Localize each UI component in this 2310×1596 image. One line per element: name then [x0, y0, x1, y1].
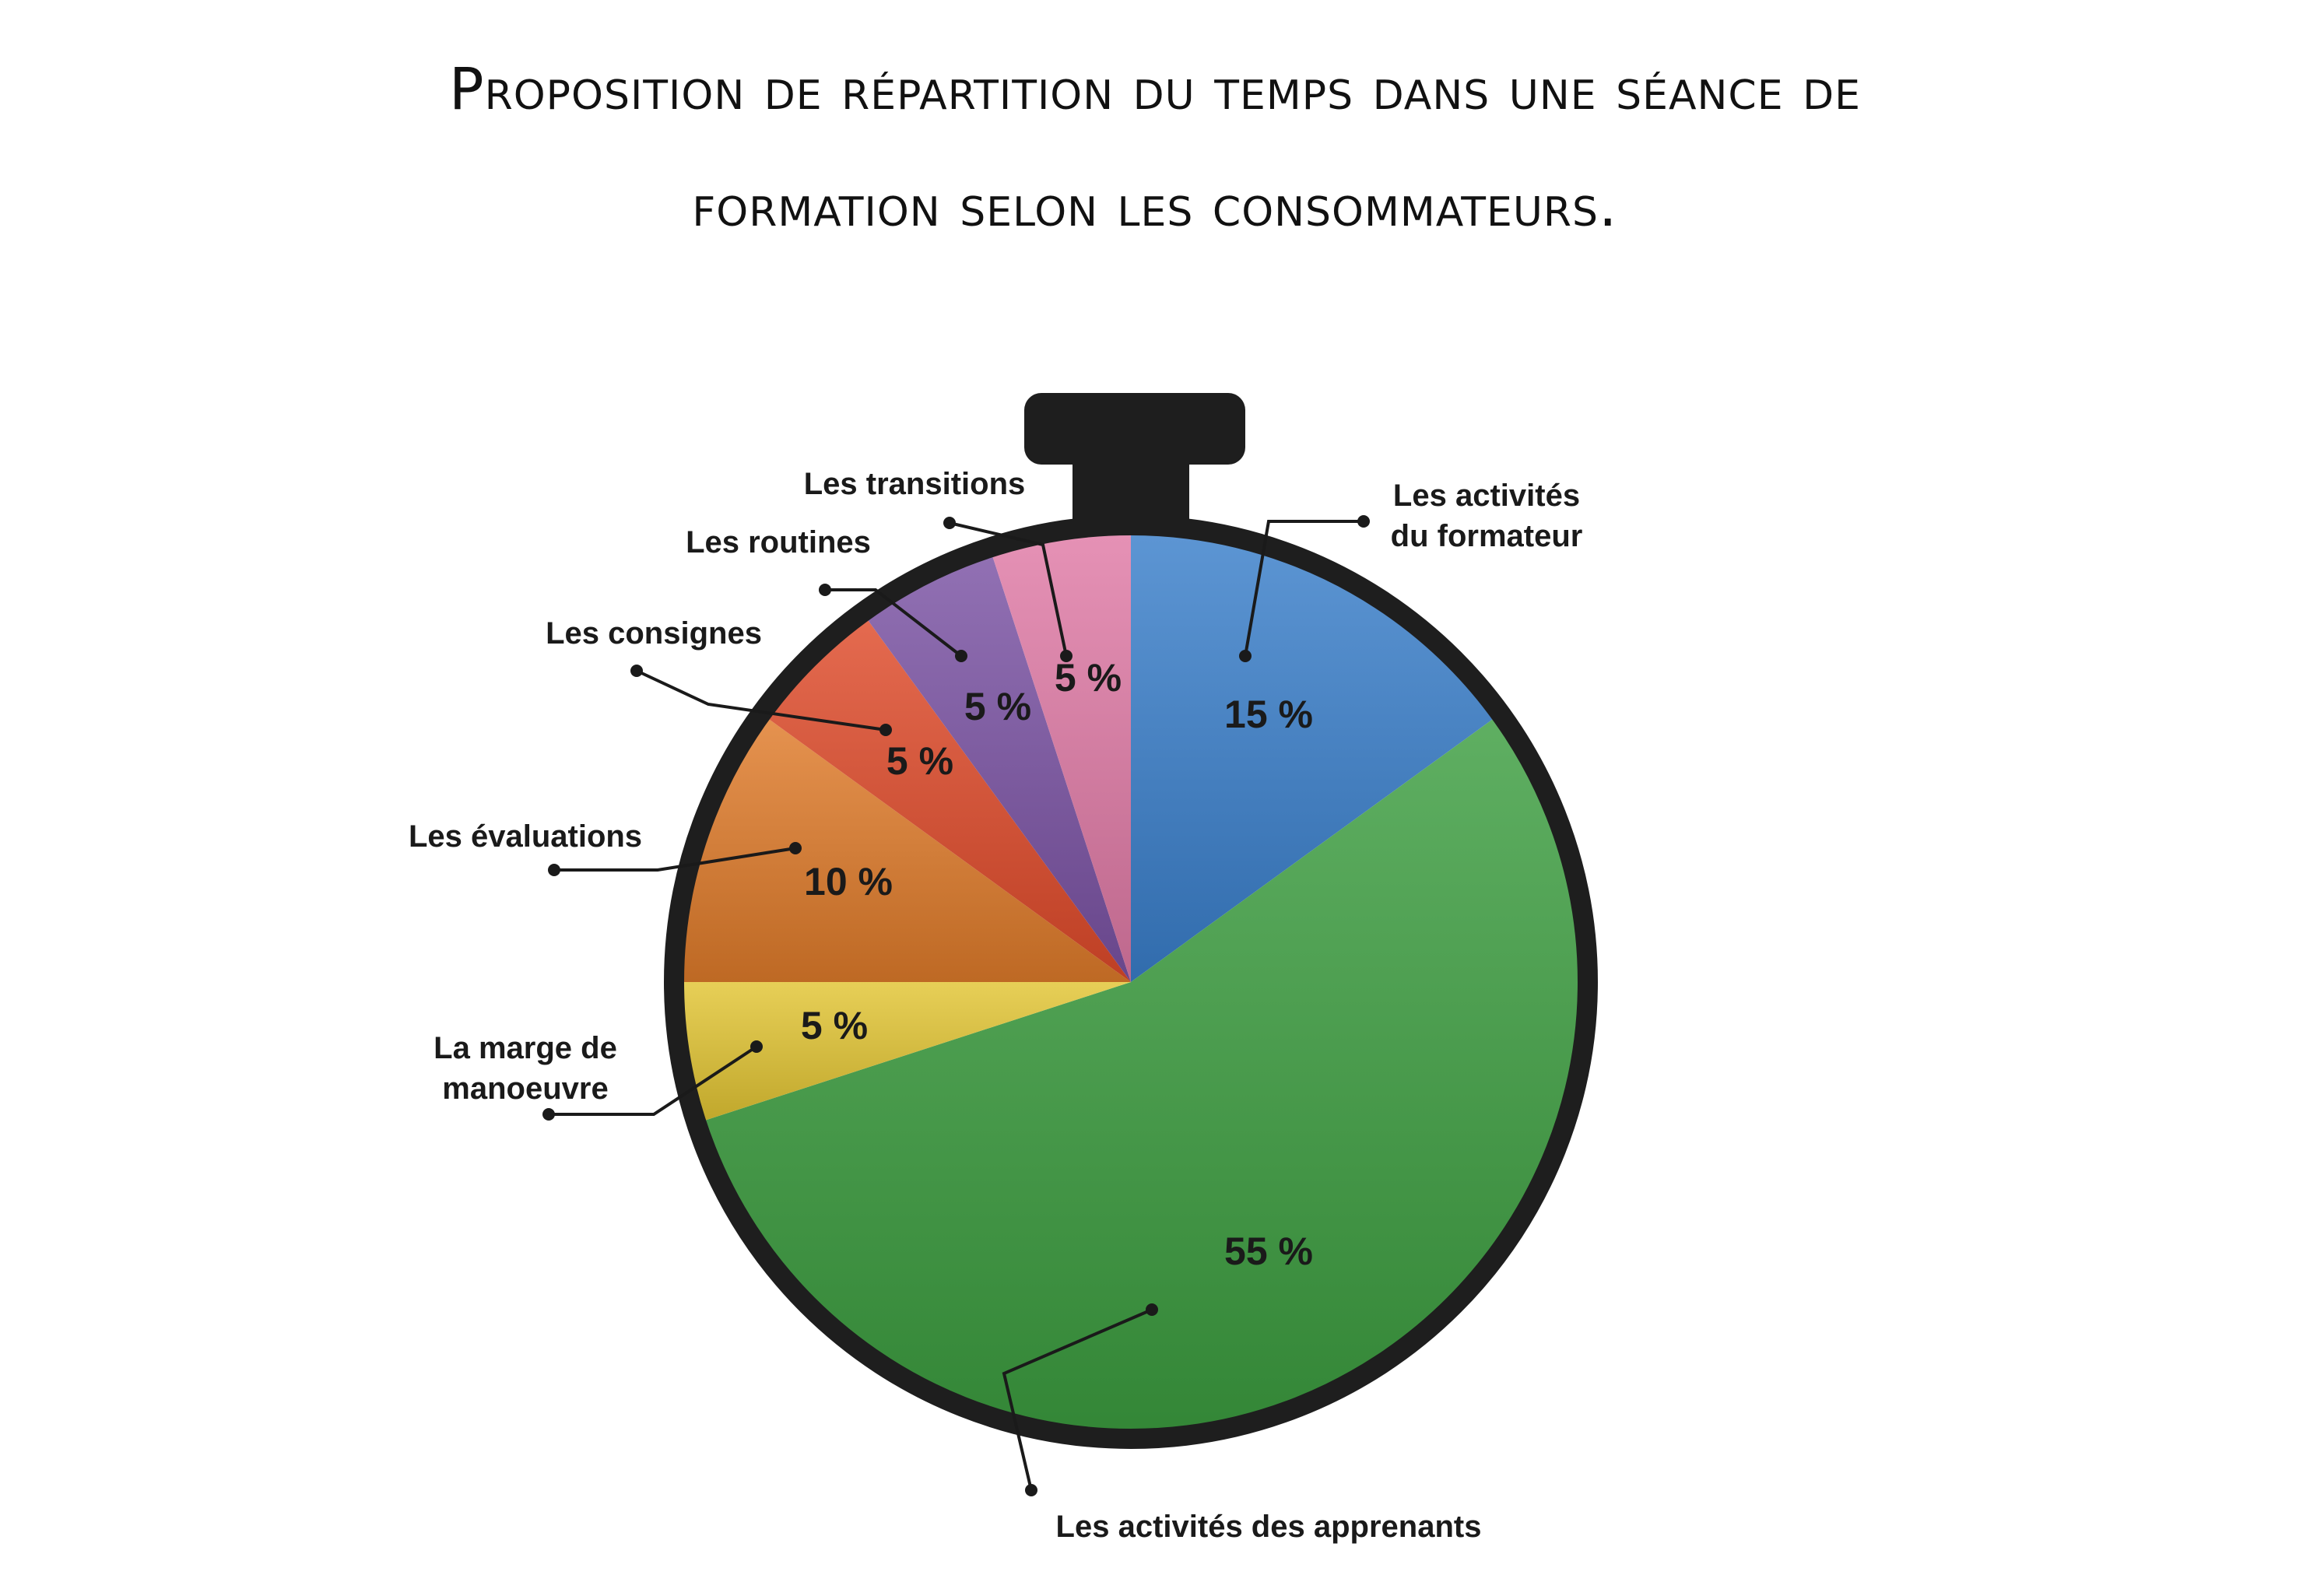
chart-title: Proposition de répartition du temps dans…: [0, 31, 2310, 265]
pie-slices: [674, 525, 1589, 1440]
category-label-routines: Les routines: [686, 525, 871, 559]
stopwatch-crown: [1024, 393, 1245, 465]
leader-dot-consignes-1: [630, 665, 643, 677]
category-label-consignes: Les consignes: [546, 616, 762, 651]
category-label-marge: La marge de manoeuvre: [434, 1031, 617, 1106]
category-label-formateur: Les activités du formateur: [1391, 479, 1583, 553]
leader-dot-apprenants-0: [1146, 1303, 1158, 1316]
leader-dot-apprenants-1: [1025, 1484, 1037, 1496]
value-label-marge: 5 %: [801, 1004, 868, 1047]
leader-dot-marge-0: [750, 1040, 763, 1053]
pie-slice-formateur: [1131, 525, 1501, 982]
pie-slice-consignes: [761, 612, 1131, 982]
pie-slice-marge: [674, 982, 1131, 1124]
leader-line-formateur: [1244, 520, 1364, 657]
category-label-transitions: Les transitions: [804, 467, 1026, 501]
leader-dot-consignes-0: [879, 724, 892, 736]
leader-line-apprenants: [1002, 1308, 1153, 1491]
leader-dot-marge-1: [542, 1108, 555, 1121]
leader-lines: [542, 515, 1370, 1496]
leader-line-evaluations: [554, 847, 796, 872]
category-labels: Les activités du formateur Les activités d…: [409, 467, 1582, 1544]
leader-dot-evaluations-1: [548, 864, 560, 876]
chart-title-line-2: formation selon les consommateurs.: [692, 173, 1618, 240]
leader-line-marge: [549, 1045, 758, 1116]
leader-dot-evaluations-0: [789, 842, 802, 854]
pie-slice-apprenants: [696, 713, 1589, 1440]
pie-slice-evaluations: [674, 713, 1131, 982]
pie-slice-transitions: [989, 525, 1131, 982]
leader-dot-formateur-0: [1239, 650, 1252, 662]
chart-title-line-1: Proposition de répartition du temps dans…: [448, 56, 1862, 123]
leader-line-consignes: [636, 669, 886, 731]
leader-dot-routines-0: [955, 650, 967, 662]
leader-dot-transitions-1: [943, 517, 956, 529]
pie-slice-routines: [862, 547, 1131, 982]
value-label-apprenants: 55 %: [1224, 1229, 1313, 1273]
value-label-transitions: 5 %: [1055, 656, 1122, 700]
category-label-evaluations: Les évaluations: [409, 819, 642, 854]
leader-dot-transitions-0: [1060, 650, 1072, 662]
category-label-apprenants: Les activités des apprenants: [1056, 1510, 1482, 1544]
leader-line-transitions: [949, 521, 1068, 657]
value-label-formateur: 15 %: [1224, 693, 1313, 736]
value-labels: 15 % 55 % 5 % 10 % 5 % 5 % 5 %: [801, 656, 1313, 1273]
value-label-consignes: 5 %: [886, 739, 953, 783]
leader-line-routines: [825, 588, 963, 658]
value-label-routines: 5 %: [964, 685, 1031, 728]
leader-dot-formateur-1: [1357, 515, 1370, 528]
value-label-evaluations: 10 %: [804, 860, 893, 903]
stopwatch-rim: [664, 515, 1598, 1449]
leader-dot-routines-1: [819, 584, 831, 596]
